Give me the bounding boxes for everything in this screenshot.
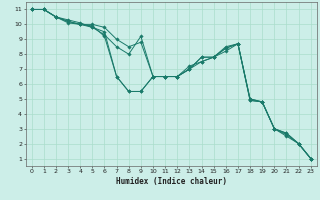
X-axis label: Humidex (Indice chaleur): Humidex (Indice chaleur) [116,177,227,186]
